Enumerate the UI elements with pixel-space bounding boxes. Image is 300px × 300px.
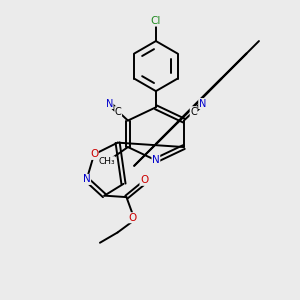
Text: Cl: Cl [151, 16, 161, 26]
Text: O: O [90, 149, 98, 159]
Text: N: N [83, 174, 91, 184]
Text: N: N [199, 99, 206, 109]
Text: O: O [128, 213, 136, 223]
Text: C: C [115, 106, 122, 117]
Text: O: O [140, 175, 148, 185]
Text: N: N [106, 99, 113, 109]
Text: C: C [190, 106, 197, 117]
Text: CH₃: CH₃ [98, 157, 115, 166]
Text: N: N [152, 155, 160, 165]
